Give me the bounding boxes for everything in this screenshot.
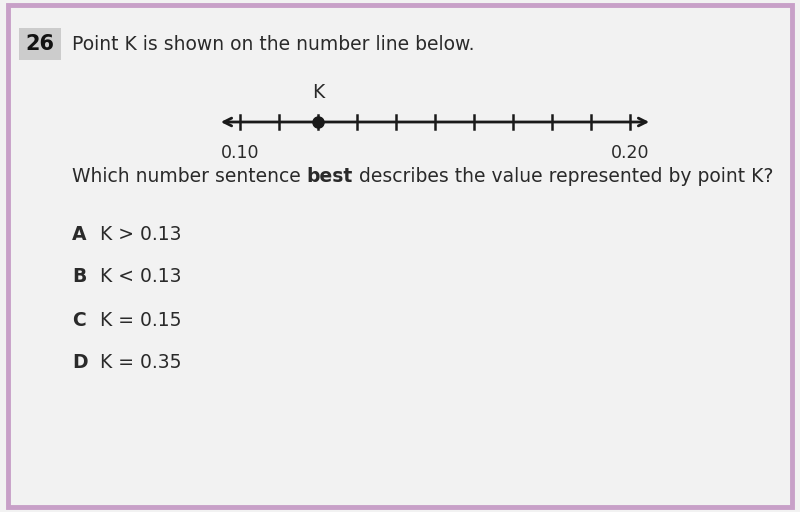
Text: B: B (72, 267, 86, 287)
Text: best: best (306, 167, 353, 186)
Text: A: A (72, 224, 86, 244)
Text: K < 0.13: K < 0.13 (100, 267, 182, 287)
Text: C: C (72, 310, 86, 330)
Text: describes the value represented by point K?: describes the value represented by point… (353, 167, 774, 186)
FancyBboxPatch shape (19, 28, 61, 60)
Text: D: D (72, 353, 88, 373)
Text: 0.20: 0.20 (610, 144, 650, 162)
Text: K > 0.13: K > 0.13 (100, 224, 182, 244)
Text: K: K (312, 83, 324, 102)
Text: K = 0.35: K = 0.35 (100, 353, 182, 373)
Text: Which number sentence: Which number sentence (72, 167, 306, 186)
Text: 0.10: 0.10 (221, 144, 259, 162)
Text: Point K is shown on the number line below.: Point K is shown on the number line belo… (72, 34, 474, 53)
Text: K = 0.15: K = 0.15 (100, 310, 182, 330)
Text: 26: 26 (26, 34, 54, 54)
